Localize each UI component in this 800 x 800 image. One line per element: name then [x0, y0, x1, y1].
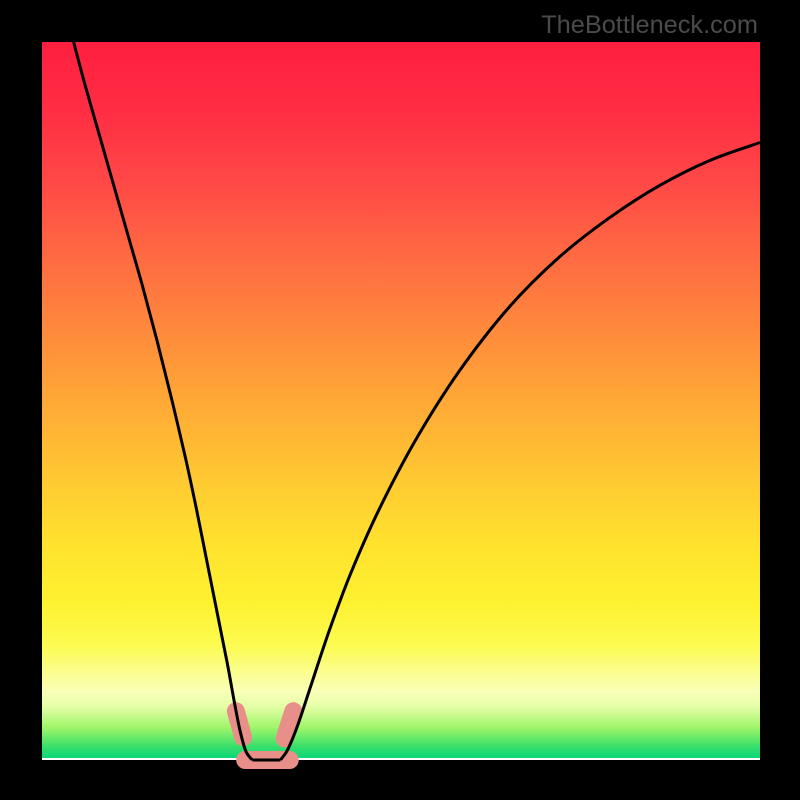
watermark-text: TheBottleneck.com — [541, 11, 758, 40]
plot-area — [42, 42, 760, 760]
curve-left-branch — [74, 42, 253, 760]
figure-root: TheBottleneck.com — [0, 0, 800, 800]
curve-right-branch — [280, 143, 760, 760]
curve-layer — [42, 42, 760, 760]
marker-pill — [285, 711, 294, 738]
